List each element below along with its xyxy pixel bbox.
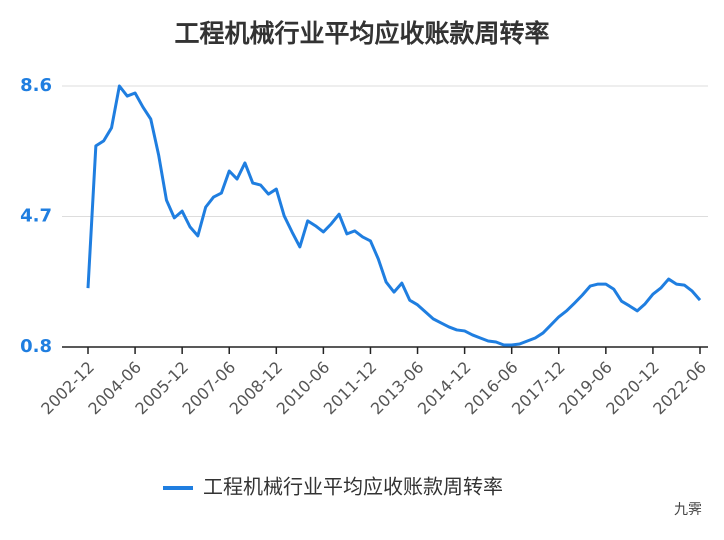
y-tick-label: 4.7 bbox=[20, 206, 52, 227]
y-tick-label: 0.8 bbox=[20, 336, 52, 357]
watermark: 九霁 bbox=[674, 502, 702, 518]
line-series bbox=[86, 84, 702, 347]
chart-title: 工程机械行业平均应收账款周转率 bbox=[174, 19, 549, 48]
legend-label: 工程机械行业平均应收账款周转率 bbox=[203, 475, 503, 499]
y-tick-label: 8.6 bbox=[20, 75, 52, 96]
